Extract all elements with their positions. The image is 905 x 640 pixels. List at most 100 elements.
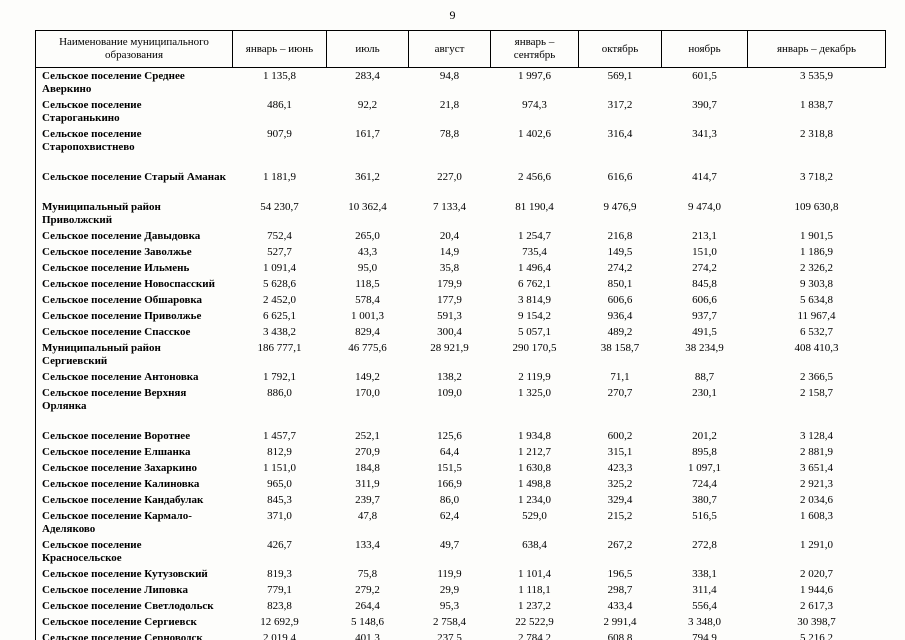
row-name: Сельское поселение Захаркино xyxy=(35,460,233,476)
row-value: 735,4 xyxy=(522,246,547,258)
row-value: 279,2 xyxy=(355,584,380,596)
row-value: 184,8 xyxy=(355,462,380,474)
municipal-data-table: Наименование муниципального образования … xyxy=(35,30,886,640)
row-value: 5 148,6 xyxy=(351,616,384,628)
row-value: 794,9 xyxy=(692,632,717,640)
row-value: 1 135,8 xyxy=(263,70,296,82)
row-value: 30 398,7 xyxy=(797,616,836,628)
row-value: 201,2 xyxy=(692,430,717,442)
row-value: 606,6 xyxy=(692,294,717,306)
row-value: 325,2 xyxy=(607,478,633,490)
row-value: 2 921,3 xyxy=(800,478,833,490)
row-value: 186 777,1 xyxy=(257,342,302,354)
table-row: Сельское поселение Липовка 779,1 279,2 2… xyxy=(35,582,886,598)
row-value: 6 762,1 xyxy=(518,278,551,290)
row-value: 829,4 xyxy=(355,326,380,338)
column-header-jan-jun: январь – июнь xyxy=(232,30,327,68)
row-value: 907,9 xyxy=(267,128,292,140)
row-value: 64,4 xyxy=(439,446,460,458)
row-value: 290 170,5 xyxy=(512,342,557,354)
row-value: 11 967,4 xyxy=(797,310,836,322)
row-value: 316,4 xyxy=(607,128,633,140)
table-row: Сельское поселение Елшанка 812,9 270,9 6… xyxy=(35,444,886,460)
row-value: 270,9 xyxy=(355,446,380,458)
row-name: Сельское поселение Давыдовка xyxy=(35,228,233,244)
row-value: 272,8 xyxy=(692,539,717,551)
row-value: 2 881,9 xyxy=(800,446,833,458)
row-value: 638,4 xyxy=(522,539,547,551)
row-value: 3 535,9 xyxy=(800,70,833,82)
row-value: 486,1 xyxy=(267,99,292,111)
row-value: 274,2 xyxy=(692,262,717,274)
row-name: Сельское поселение Кармало- Аделяково xyxy=(35,508,233,537)
row-name: Сельское поселение Елшанка xyxy=(35,444,233,460)
row-name: Сельское поселение Обшаровка xyxy=(35,292,233,308)
row-value: 196,5 xyxy=(607,568,633,580)
row-value: 937,7 xyxy=(692,310,717,322)
row-value: 151,5 xyxy=(437,462,462,474)
row-value: 149,5 xyxy=(607,246,633,258)
row-value: 433,4 xyxy=(607,600,633,612)
row-value: 81 190,4 xyxy=(515,201,554,213)
row-value: 361,2 xyxy=(355,171,380,183)
row-name: Сельское поселение Сергиевск xyxy=(35,614,233,630)
row-value: 29,9 xyxy=(439,584,460,596)
row-value: 88,7 xyxy=(694,371,715,383)
row-name: Муниципальный район Сергиевский xyxy=(35,340,233,369)
row-value: 28 921,9 xyxy=(430,342,469,354)
row-value: 237,5 xyxy=(437,632,462,640)
row-value: 380,7 xyxy=(692,494,717,506)
row-value: 49,7 xyxy=(439,539,460,551)
row-name: Сельское поселение Серноводск xyxy=(35,630,233,640)
column-header-jan-sep: январь – сентябрь xyxy=(490,30,579,68)
row-value: 166,9 xyxy=(437,478,462,490)
row-value: 315,1 xyxy=(607,446,633,458)
row-value: 974,3 xyxy=(522,99,547,111)
row-value: 1 944,6 xyxy=(800,584,833,596)
row-value: 6 625,1 xyxy=(263,310,296,322)
row-name: Сельское поселение Староганькино xyxy=(35,97,233,126)
row-value: 491,5 xyxy=(692,326,717,338)
row-value: 43,3 xyxy=(357,246,378,258)
row-value: 1 934,8 xyxy=(518,430,551,442)
row-name: Сельское поселение Кандабулак xyxy=(35,492,233,508)
row-value: 341,3 xyxy=(692,128,717,140)
row-value: 2 119,9 xyxy=(518,371,551,383)
row-value: 2 326,2 xyxy=(800,262,833,274)
row-value: 3 814,9 xyxy=(518,294,551,306)
column-header-jul: июль xyxy=(326,30,409,68)
row-value: 338,1 xyxy=(692,568,717,580)
table-row: Сельское поселение Спасское 3 438,2 829,… xyxy=(35,324,886,340)
row-value: 2 034,6 xyxy=(800,494,833,506)
row-value: 5 057,1 xyxy=(518,326,551,338)
table-row: Сельское поселение Калиновка 965,0 311,9… xyxy=(35,476,886,492)
row-value: 516,5 xyxy=(692,510,717,522)
row-value: 92,2 xyxy=(357,99,378,111)
row-value: 1 457,7 xyxy=(263,430,296,442)
row-value: 3 438,2 xyxy=(263,326,296,338)
row-value: 62,4 xyxy=(439,510,460,522)
row-value: 170,0 xyxy=(355,387,380,399)
row-value: 94,8 xyxy=(439,70,460,82)
row-value: 54 230,7 xyxy=(260,201,299,213)
row-value: 6 532,7 xyxy=(800,326,833,338)
row-value: 1 498,8 xyxy=(518,478,551,490)
row-value: 936,4 xyxy=(607,310,633,322)
row-value: 267,2 xyxy=(607,539,633,551)
row-value: 95,3 xyxy=(439,600,460,612)
row-name: Сельское поселение Кутузовский xyxy=(35,566,233,582)
table-row: Сельское поселение Верхняя Орлянка 886,0… xyxy=(35,385,886,428)
row-name: Сельское поселение Новоспасский xyxy=(35,276,233,292)
table-row: Сельское поселение Среднее Аверкино 1 13… xyxy=(35,67,886,97)
row-name: Сельское поселение Антоновка xyxy=(35,369,233,385)
row-value: 9 474,0 xyxy=(688,201,721,213)
row-value: 9 154,2 xyxy=(518,310,551,322)
row-value: 7 133,4 xyxy=(433,201,466,213)
row-name: Сельское поселение Спасское xyxy=(35,324,233,340)
row-value: 423,3 xyxy=(607,462,633,474)
column-header-aug: август xyxy=(408,30,491,68)
row-value: 177,9 xyxy=(437,294,462,306)
row-value: 1 997,6 xyxy=(518,70,551,82)
row-value: 1 237,2 xyxy=(518,600,551,612)
